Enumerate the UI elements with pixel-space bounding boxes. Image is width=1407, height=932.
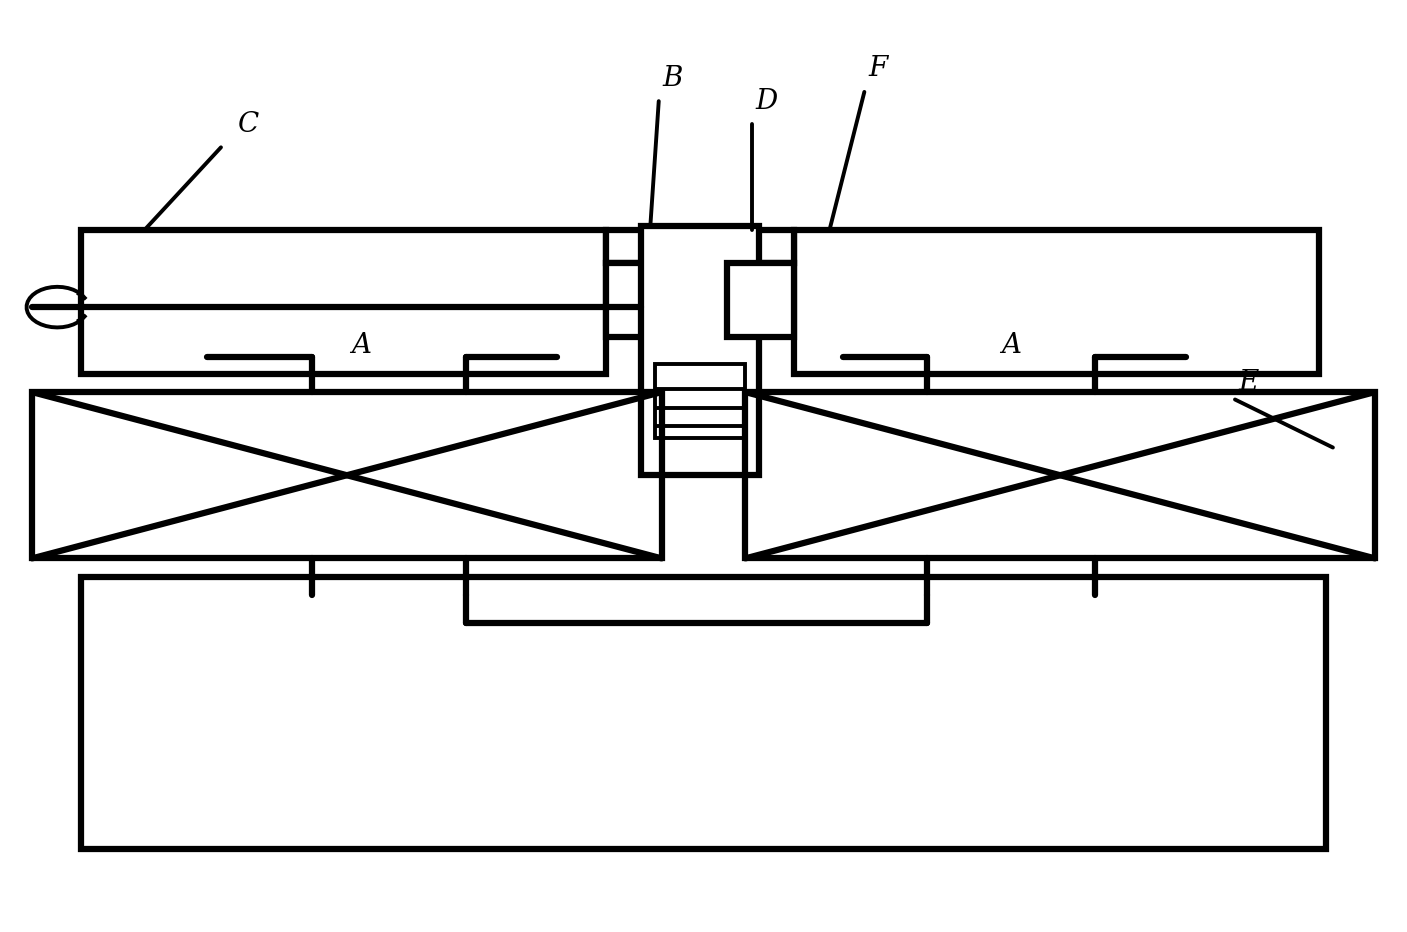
Bar — [727, 263, 795, 336]
Bar — [32, 392, 661, 558]
Text: C: C — [238, 111, 259, 138]
Text: E: E — [1238, 369, 1259, 396]
Text: D: D — [756, 88, 778, 115]
Text: B: B — [663, 64, 682, 91]
Bar — [654, 364, 746, 438]
Bar — [795, 230, 1318, 374]
Bar — [640, 226, 760, 475]
Text: F: F — [868, 55, 888, 82]
Bar — [605, 263, 673, 336]
Text: A: A — [350, 333, 371, 360]
Bar — [746, 392, 1375, 558]
Bar — [82, 577, 1325, 849]
Bar — [605, 230, 795, 263]
Bar — [82, 230, 605, 374]
Text: A: A — [1002, 333, 1021, 360]
